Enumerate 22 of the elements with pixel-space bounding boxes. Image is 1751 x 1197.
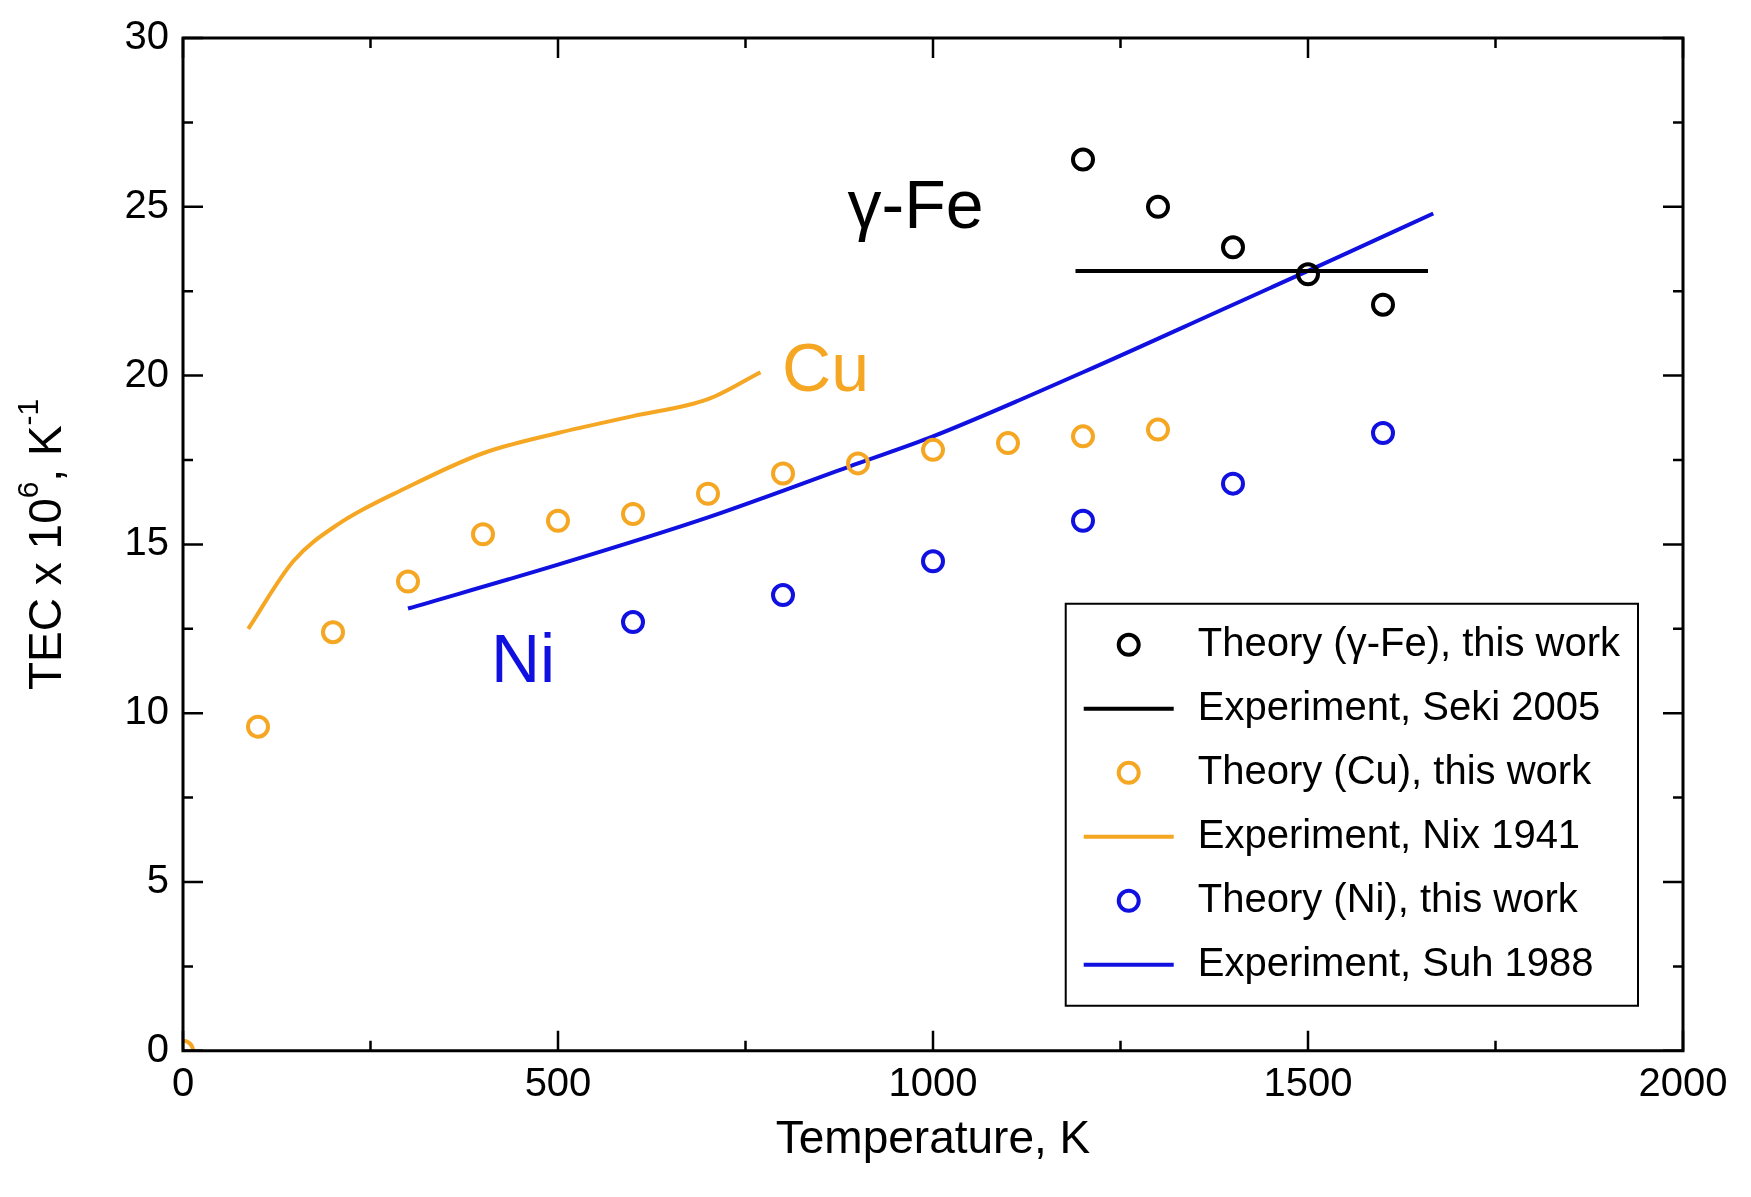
y-tick-label: 10 [124,688,169,733]
x-tick-label: 2000 [1638,1059,1728,1104]
x-tick-label: 500 [524,1059,592,1104]
y-axis-title: TEC x 106, K-1 [10,398,71,690]
legend-label: Theory (Cu), this work [1197,747,1593,792]
legend-label: Theory (Ni), this work [1197,875,1579,920]
legend-label: Experiment, Nix 1941 [1197,811,1581,856]
y-tick-label: 30 [124,13,169,58]
legend-label: Theory (γ-Fe), this work [1197,619,1621,664]
annotation: Cu [782,328,869,405]
y-tick-label: 0 [146,1025,169,1070]
y-tick-label: 25 [124,181,169,226]
x-tick-label: 1000 [888,1059,978,1104]
x-tick-label: 1500 [1263,1059,1353,1104]
y-tick-label: 20 [124,350,169,395]
annotation: γ-Fe [847,165,984,242]
y-tick-label: 5 [146,857,169,902]
y-tick-label: 15 [124,519,169,564]
x-axis-title: Temperature, K [775,1111,1091,1164]
legend-label: Experiment, Suh 1988 [1197,939,1594,984]
legend-label: Experiment, Seki 2005 [1197,683,1601,728]
annotation: Ni [490,620,556,697]
